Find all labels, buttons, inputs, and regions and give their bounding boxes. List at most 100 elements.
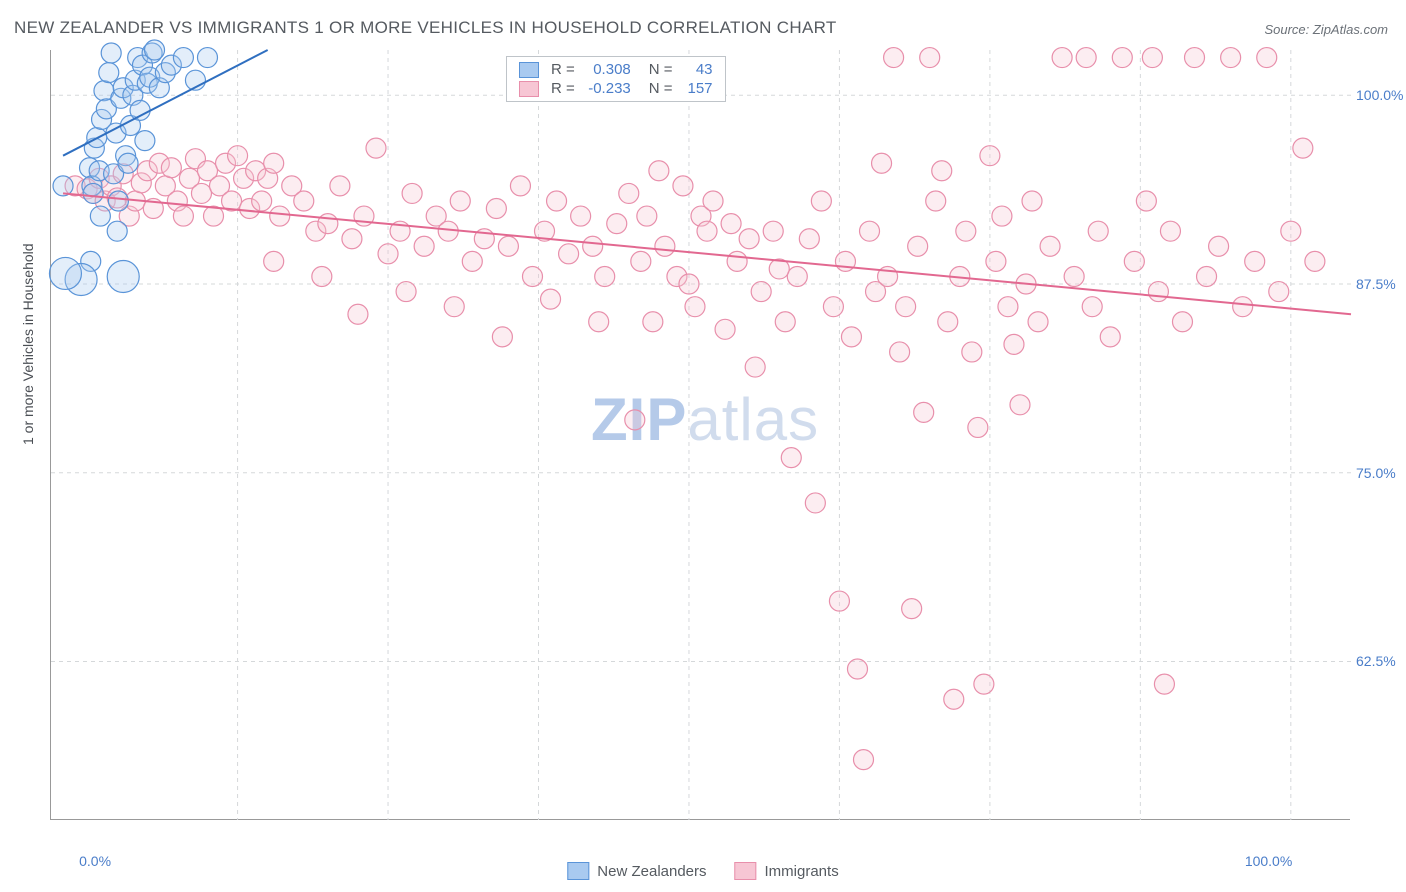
data-point (811, 191, 831, 211)
data-point (926, 191, 946, 211)
legend-swatch (567, 862, 589, 880)
data-point (270, 206, 290, 226)
data-point (1112, 48, 1132, 68)
data-point (252, 191, 272, 211)
data-point (854, 750, 874, 770)
data-point (649, 161, 669, 181)
data-point (1142, 48, 1162, 68)
data-point (679, 274, 699, 294)
data-point (541, 289, 561, 309)
data-point (366, 138, 386, 158)
legend-item: Immigrants (735, 862, 839, 880)
stat-n-value: 43 (679, 61, 713, 78)
data-point (841, 327, 861, 347)
data-point (547, 191, 567, 211)
chart-plot-area: ZIPatlas 62.5%75.0%87.5%100.0% 0.0%100.0… (50, 50, 1350, 820)
data-point (595, 266, 615, 286)
data-point (643, 312, 663, 332)
stat-n-label: N = (649, 80, 673, 97)
data-point (968, 417, 988, 437)
legend-item: New Zealanders (567, 862, 706, 880)
data-point (197, 48, 217, 68)
legend-swatch (735, 862, 757, 880)
data-point (980, 146, 1000, 166)
data-point (173, 206, 193, 226)
data-point (1233, 297, 1253, 317)
data-point (53, 176, 73, 196)
data-point (589, 312, 609, 332)
data-point (342, 229, 362, 249)
y-tick-label: 100.0% (1356, 87, 1406, 103)
y-tick-label: 62.5% (1356, 653, 1406, 669)
data-point (1124, 251, 1144, 271)
data-point (805, 493, 825, 513)
correlation-stats-box: R =0.308N =43R =-0.233N =157 (506, 56, 726, 102)
data-point (697, 221, 717, 241)
data-point (99, 63, 119, 83)
data-point (1209, 236, 1229, 256)
data-point (1028, 312, 1048, 332)
stat-row: R =-0.233N =157 (519, 80, 713, 97)
data-point (348, 304, 368, 324)
data-point (378, 244, 398, 264)
data-point (631, 251, 651, 271)
y-tick-label: 87.5% (1356, 276, 1406, 292)
data-point (228, 146, 248, 166)
data-point (145, 40, 165, 60)
data-point (962, 342, 982, 362)
data-point (486, 199, 506, 219)
data-point (721, 214, 741, 234)
source-label: Source: ZipAtlas.com (1264, 22, 1388, 37)
data-point (625, 410, 645, 430)
y-tick-label: 75.0% (1356, 465, 1406, 481)
data-point (1076, 48, 1096, 68)
data-point (1293, 138, 1313, 158)
data-point (492, 327, 512, 347)
data-point (450, 191, 470, 211)
stat-n-label: N = (649, 61, 673, 78)
data-point (107, 221, 127, 241)
data-point (294, 191, 314, 211)
data-point (920, 48, 940, 68)
data-point (559, 244, 579, 264)
stat-n-value: 157 (679, 80, 713, 97)
data-point (938, 312, 958, 332)
stat-swatch (519, 81, 539, 97)
data-point (860, 221, 880, 241)
data-point (1004, 334, 1024, 354)
data-point (1148, 282, 1168, 302)
data-point (191, 183, 211, 203)
data-point (763, 221, 783, 241)
data-point (992, 206, 1012, 226)
data-point (685, 297, 705, 317)
data-point (1160, 221, 1180, 241)
stat-r-label: R = (551, 61, 575, 78)
stat-r-label: R = (551, 80, 575, 97)
bottom-legend: New Zealanders Immigrants (567, 862, 838, 880)
data-point (1154, 674, 1174, 694)
data-point (583, 236, 603, 256)
data-point (787, 266, 807, 286)
stat-swatch (519, 62, 539, 78)
data-point (135, 131, 155, 151)
data-point (1040, 236, 1060, 256)
data-point (1245, 251, 1265, 271)
data-point (727, 251, 747, 271)
data-point (101, 43, 121, 63)
data-point (330, 176, 350, 196)
data-point (571, 206, 591, 226)
data-point (1269, 282, 1289, 302)
data-point (1022, 191, 1042, 211)
data-point (902, 599, 922, 619)
data-point (823, 297, 843, 317)
data-point (637, 206, 657, 226)
data-point (619, 183, 639, 203)
data-point (673, 176, 693, 196)
data-point (264, 251, 284, 271)
data-point (829, 591, 849, 611)
data-point (444, 297, 464, 317)
data-point (1305, 251, 1325, 271)
data-point (1088, 221, 1108, 241)
data-point (173, 48, 193, 68)
data-point (986, 251, 1006, 271)
